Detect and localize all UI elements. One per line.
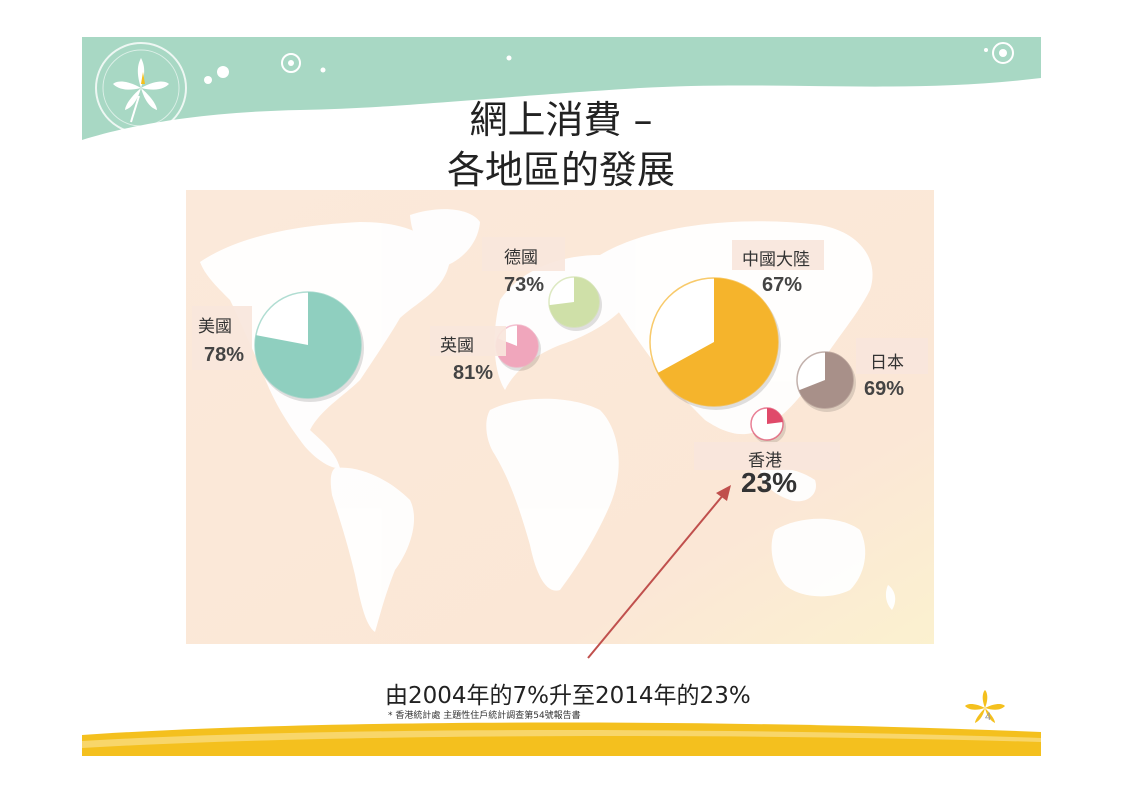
banner-dot [217, 66, 229, 78]
pie-slice-japan [798, 352, 853, 408]
label-box-usa [192, 306, 252, 370]
region-name-uk: 英國 [440, 336, 474, 356]
hk-arrow-line [587, 493, 725, 659]
banner-ring [992, 42, 1014, 64]
region-name-germany: 德國 [504, 248, 538, 268]
region-pct-hongkong: 23% [741, 467, 798, 498]
lily-logo-icon [113, 58, 169, 123]
greenland [410, 209, 480, 268]
pie-slice-china [657, 278, 778, 406]
footer-lily-icon [965, 690, 1005, 723]
slide-title-line-2: 各地區的發展 [446, 148, 675, 192]
region-name-usa: 美國 [198, 317, 232, 337]
region-pct-china: 67% [762, 274, 803, 296]
pie-usa [254, 291, 364, 402]
page-number: 4 [985, 711, 992, 723]
label-box-hongkong [694, 442, 840, 470]
pie-rim-japan [796, 351, 854, 409]
footer-band-light [82, 730, 1041, 748]
label-box-germany [482, 237, 565, 271]
banner-logo-ring [95, 42, 187, 134]
banner-logo-ring-inner [102, 49, 180, 127]
banner-dot [320, 67, 326, 73]
banner-dot [506, 55, 512, 61]
region-name-japan: 日本 [870, 353, 904, 373]
pie-charts [254, 276, 856, 444]
banner-dot [984, 48, 988, 52]
pie-hongkong [750, 407, 786, 444]
pie-rim-china [649, 277, 779, 407]
slide-title-line-1: 網上消費 – [469, 98, 653, 142]
banner-dot [288, 60, 294, 66]
new-zealand [885, 585, 896, 610]
region-pct-japan: 69% [864, 378, 905, 400]
southeast-asia [760, 468, 816, 502]
banner-dot [204, 76, 212, 84]
pie-uk [495, 324, 541, 371]
region-pct-usa: 78% [204, 344, 245, 366]
pie-slice-uk [495, 325, 539, 367]
pie-rim-usa [254, 291, 362, 399]
banner-dot [999, 49, 1007, 57]
pie-slice-usa [255, 292, 361, 398]
footer-band [82, 722, 1041, 756]
pie-china [649, 277, 781, 410]
pie-germany [548, 276, 602, 331]
label-box-japan [856, 338, 928, 374]
africa [486, 398, 619, 591]
region-name-china: 中國大陸 [742, 250, 810, 270]
pie-japan [796, 351, 856, 412]
hk-arrow-head [716, 485, 731, 501]
top-banner [82, 37, 1041, 140]
pie-rim-germany [548, 276, 600, 328]
region-pct-uk: 81% [453, 362, 494, 384]
region-name-hongkong: 香港 [748, 451, 782, 471]
pie-slice-germany [549, 277, 599, 327]
pie-rim-hongkong [750, 407, 784, 441]
label-box-uk [430, 326, 506, 356]
banner-ring [281, 53, 301, 73]
region-pct-germany: 73% [504, 274, 545, 296]
south-america [330, 467, 415, 632]
pie-slice-hongkong [767, 408, 783, 424]
growth-caption: 由2004年的7%升至2014年的23% [385, 683, 751, 709]
label-box-china [732, 240, 824, 270]
australia [771, 518, 866, 597]
source-footnote: * 香港統計處 主題性住戶統計調查第54號報告書 [388, 711, 581, 721]
